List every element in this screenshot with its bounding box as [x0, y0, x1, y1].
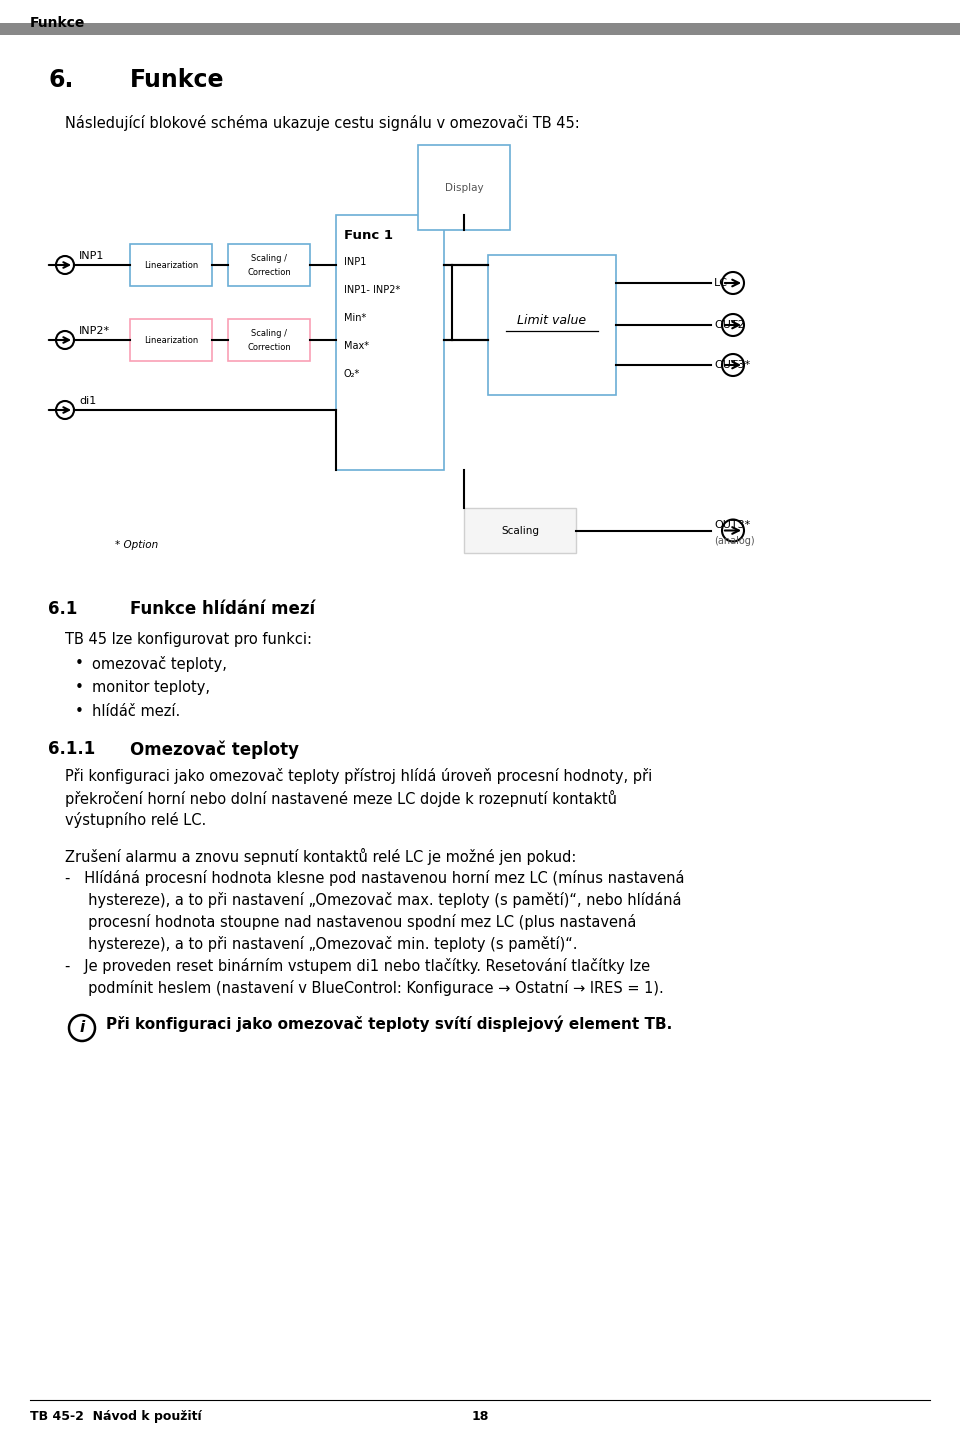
Bar	[228, 319, 310, 362]
Text: * Option: * Option	[115, 540, 158, 550]
Text: 6.1.1: 6.1.1	[48, 740, 95, 757]
Text: Následující blokové schéma ukazuje cestu signálu v omezovači TB 45:: Následující blokové schéma ukazuje cestu…	[65, 114, 580, 131]
Text: INP1: INP1	[344, 257, 367, 267]
Text: TB 45-2  Návod k použití: TB 45-2 Návod k použití	[30, 1410, 202, 1423]
Bar	[488, 254, 616, 394]
Text: hystereze), a to při nastavení „Omezovač min. teploty (s pamětí)“.: hystereze), a to při nastavení „Omezovač…	[65, 936, 578, 952]
Text: OUT3*: OUT3*	[714, 360, 751, 370]
Text: Display: Display	[444, 183, 483, 193]
Text: LC: LC	[714, 279, 728, 289]
Text: Correction: Correction	[247, 343, 291, 352]
Text: Funkce: Funkce	[30, 16, 85, 30]
Text: Linearization: Linearization	[144, 336, 198, 344]
Text: Funkce hlídání mezí: Funkce hlídání mezí	[130, 600, 315, 617]
Text: 6.: 6.	[48, 69, 73, 91]
Text: omezovač teploty,: omezovač teploty,	[92, 656, 227, 672]
Text: OUT3*: OUT3*	[714, 520, 751, 530]
Text: Zrušení alarmu a znovu sepnutí kontaktů relé LC je možné jen pokud:: Zrušení alarmu a znovu sepnutí kontaktů …	[65, 847, 576, 865]
Bar	[336, 214, 444, 470]
Text: di1: di1	[79, 396, 96, 406]
Text: Min*: Min*	[344, 313, 367, 323]
Text: Při konfiguraci jako omezovač teploty přístroj hlídá úroveň procesní hodnoty, př: Při konfiguraci jako omezovač teploty př…	[65, 767, 652, 785]
Bar	[464, 507, 576, 553]
Text: výstupního relé LC.: výstupního relé LC.	[65, 812, 206, 827]
Text: INP1: INP1	[79, 252, 105, 262]
Text: Funkce: Funkce	[130, 69, 225, 91]
Text: Limit value: Limit value	[517, 313, 587, 326]
Text: i: i	[80, 1020, 84, 1036]
Text: (analog): (analog)	[714, 536, 755, 546]
Text: •: •	[75, 656, 84, 672]
Bar	[0, 23, 960, 34]
Text: -   Hlídáná procesní hodnota klesne pod nastavenou horní mez LC (mínus nastavená: - Hlídáná procesní hodnota klesne pod na…	[65, 870, 684, 886]
Text: hystereze), a to při nastavení „Omezovač max. teploty (s pamětí)“, nebo hlídáná: hystereze), a to při nastavení „Omezovač…	[65, 892, 682, 907]
Text: Omezovač teploty: Omezovač teploty	[130, 740, 299, 759]
Text: INP1- INP2*: INP1- INP2*	[344, 284, 400, 294]
Text: procesní hodnota stoupne nad nastavenou spodní mez LC (plus nastavená: procesní hodnota stoupne nad nastavenou …	[65, 915, 636, 930]
Text: -   Je proveden reset binárním vstupem di1 nebo tlačítky. Resetování tlačítky lz: - Je proveden reset binárním vstupem di1…	[65, 957, 650, 975]
Text: podmínit heslem (nastavení v BlueControl: Konfigurace → Ostatní → IRES = 1).: podmínit heslem (nastavení v BlueControl…	[65, 980, 663, 996]
Text: TB 45 lze konfigurovat pro funkci:: TB 45 lze konfigurovat pro funkci:	[65, 632, 312, 647]
Bar	[228, 244, 310, 286]
Bar	[130, 319, 212, 362]
Text: OUT2: OUT2	[714, 320, 745, 330]
Text: Max*: Max*	[344, 342, 369, 352]
Text: Linearization: Linearization	[144, 260, 198, 270]
Text: •: •	[75, 680, 84, 694]
Text: Scaling /: Scaling /	[251, 253, 287, 263]
Text: •: •	[75, 704, 84, 719]
Text: hlídáč mezí.: hlídáč mezí.	[92, 704, 180, 719]
Text: O₂*: O₂*	[344, 369, 360, 379]
Text: překročení horní nebo dolní nastavené meze LC dojde k rozepnutí kontaktů: překročení horní nebo dolní nastavené me…	[65, 790, 617, 807]
Text: Scaling: Scaling	[501, 526, 539, 536]
Text: Correction: Correction	[247, 267, 291, 276]
Bar	[418, 144, 510, 230]
Text: monitor teploty,: monitor teploty,	[92, 680, 210, 694]
Text: Při konfiguraci jako omezovač teploty svítí displejový element TB.: Při konfiguraci jako omezovač teploty sv…	[106, 1016, 672, 1033]
Text: INP2*: INP2*	[79, 326, 110, 336]
Text: 6.1: 6.1	[48, 600, 78, 617]
Text: Scaling /: Scaling /	[251, 329, 287, 337]
Text: 18: 18	[471, 1410, 489, 1423]
Text: Func 1: Func 1	[344, 229, 393, 242]
Bar	[130, 244, 212, 286]
